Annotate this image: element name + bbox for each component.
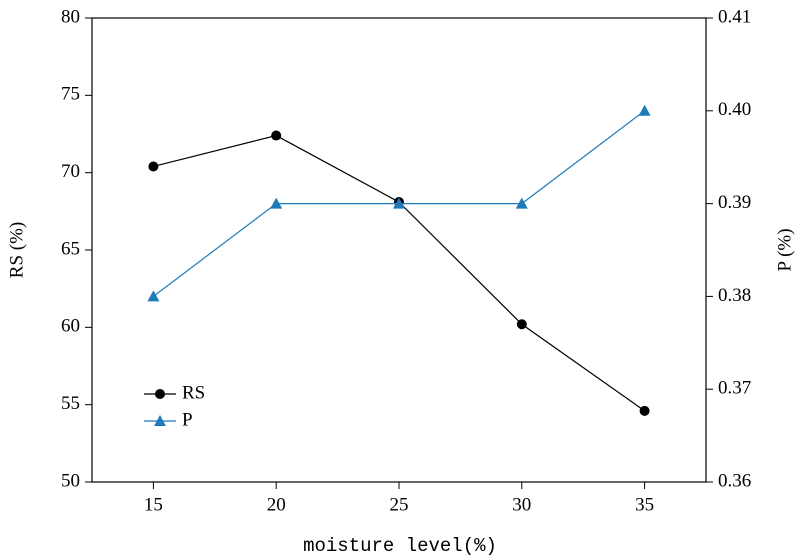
marker — [516, 319, 527, 330]
legend-marker — [155, 389, 165, 399]
marker — [147, 290, 160, 302]
y2-tick-label: 0.39 — [718, 192, 751, 213]
marker — [393, 197, 405, 209]
y-tick-label: 70 — [61, 161, 80, 182]
marker — [148, 161, 159, 172]
x-tick-label: 30 — [512, 494, 531, 515]
y-tick-label: 55 — [61, 393, 80, 414]
y-tick-label: 65 — [61, 238, 80, 259]
marker — [270, 197, 283, 209]
marker — [638, 104, 651, 116]
x-tick-label: 35 — [635, 494, 654, 515]
series-line — [153, 134, 645, 412]
x-tick-label: 15 — [144, 494, 163, 515]
y2-tick-label: 0.37 — [718, 378, 751, 399]
y-tick-label: 80 — [61, 6, 80, 27]
legend-label: P — [182, 409, 193, 430]
marker — [639, 405, 650, 416]
x-tick-label: 20 — [267, 494, 286, 515]
y-tick-label: 60 — [61, 316, 80, 337]
y2-axis-label: P (%) — [774, 228, 795, 271]
y-tick-label: 50 — [61, 470, 80, 491]
y-axis-label: RS (%) — [6, 222, 27, 278]
y2-tick-label: 0.36 — [718, 470, 751, 491]
legend-label: RS — [182, 382, 205, 403]
x-axis-label: moisture level(%) — [303, 535, 497, 557]
y2-tick-label: 0.41 — [718, 6, 751, 27]
legend-marker — [154, 415, 166, 426]
y2-tick-label: 0.40 — [718, 99, 751, 120]
x-tick-label: 25 — [390, 494, 409, 515]
marker — [271, 130, 282, 141]
y2-tick-label: 0.38 — [718, 285, 751, 306]
marker — [515, 197, 528, 209]
y-tick-label: 75 — [61, 84, 80, 105]
